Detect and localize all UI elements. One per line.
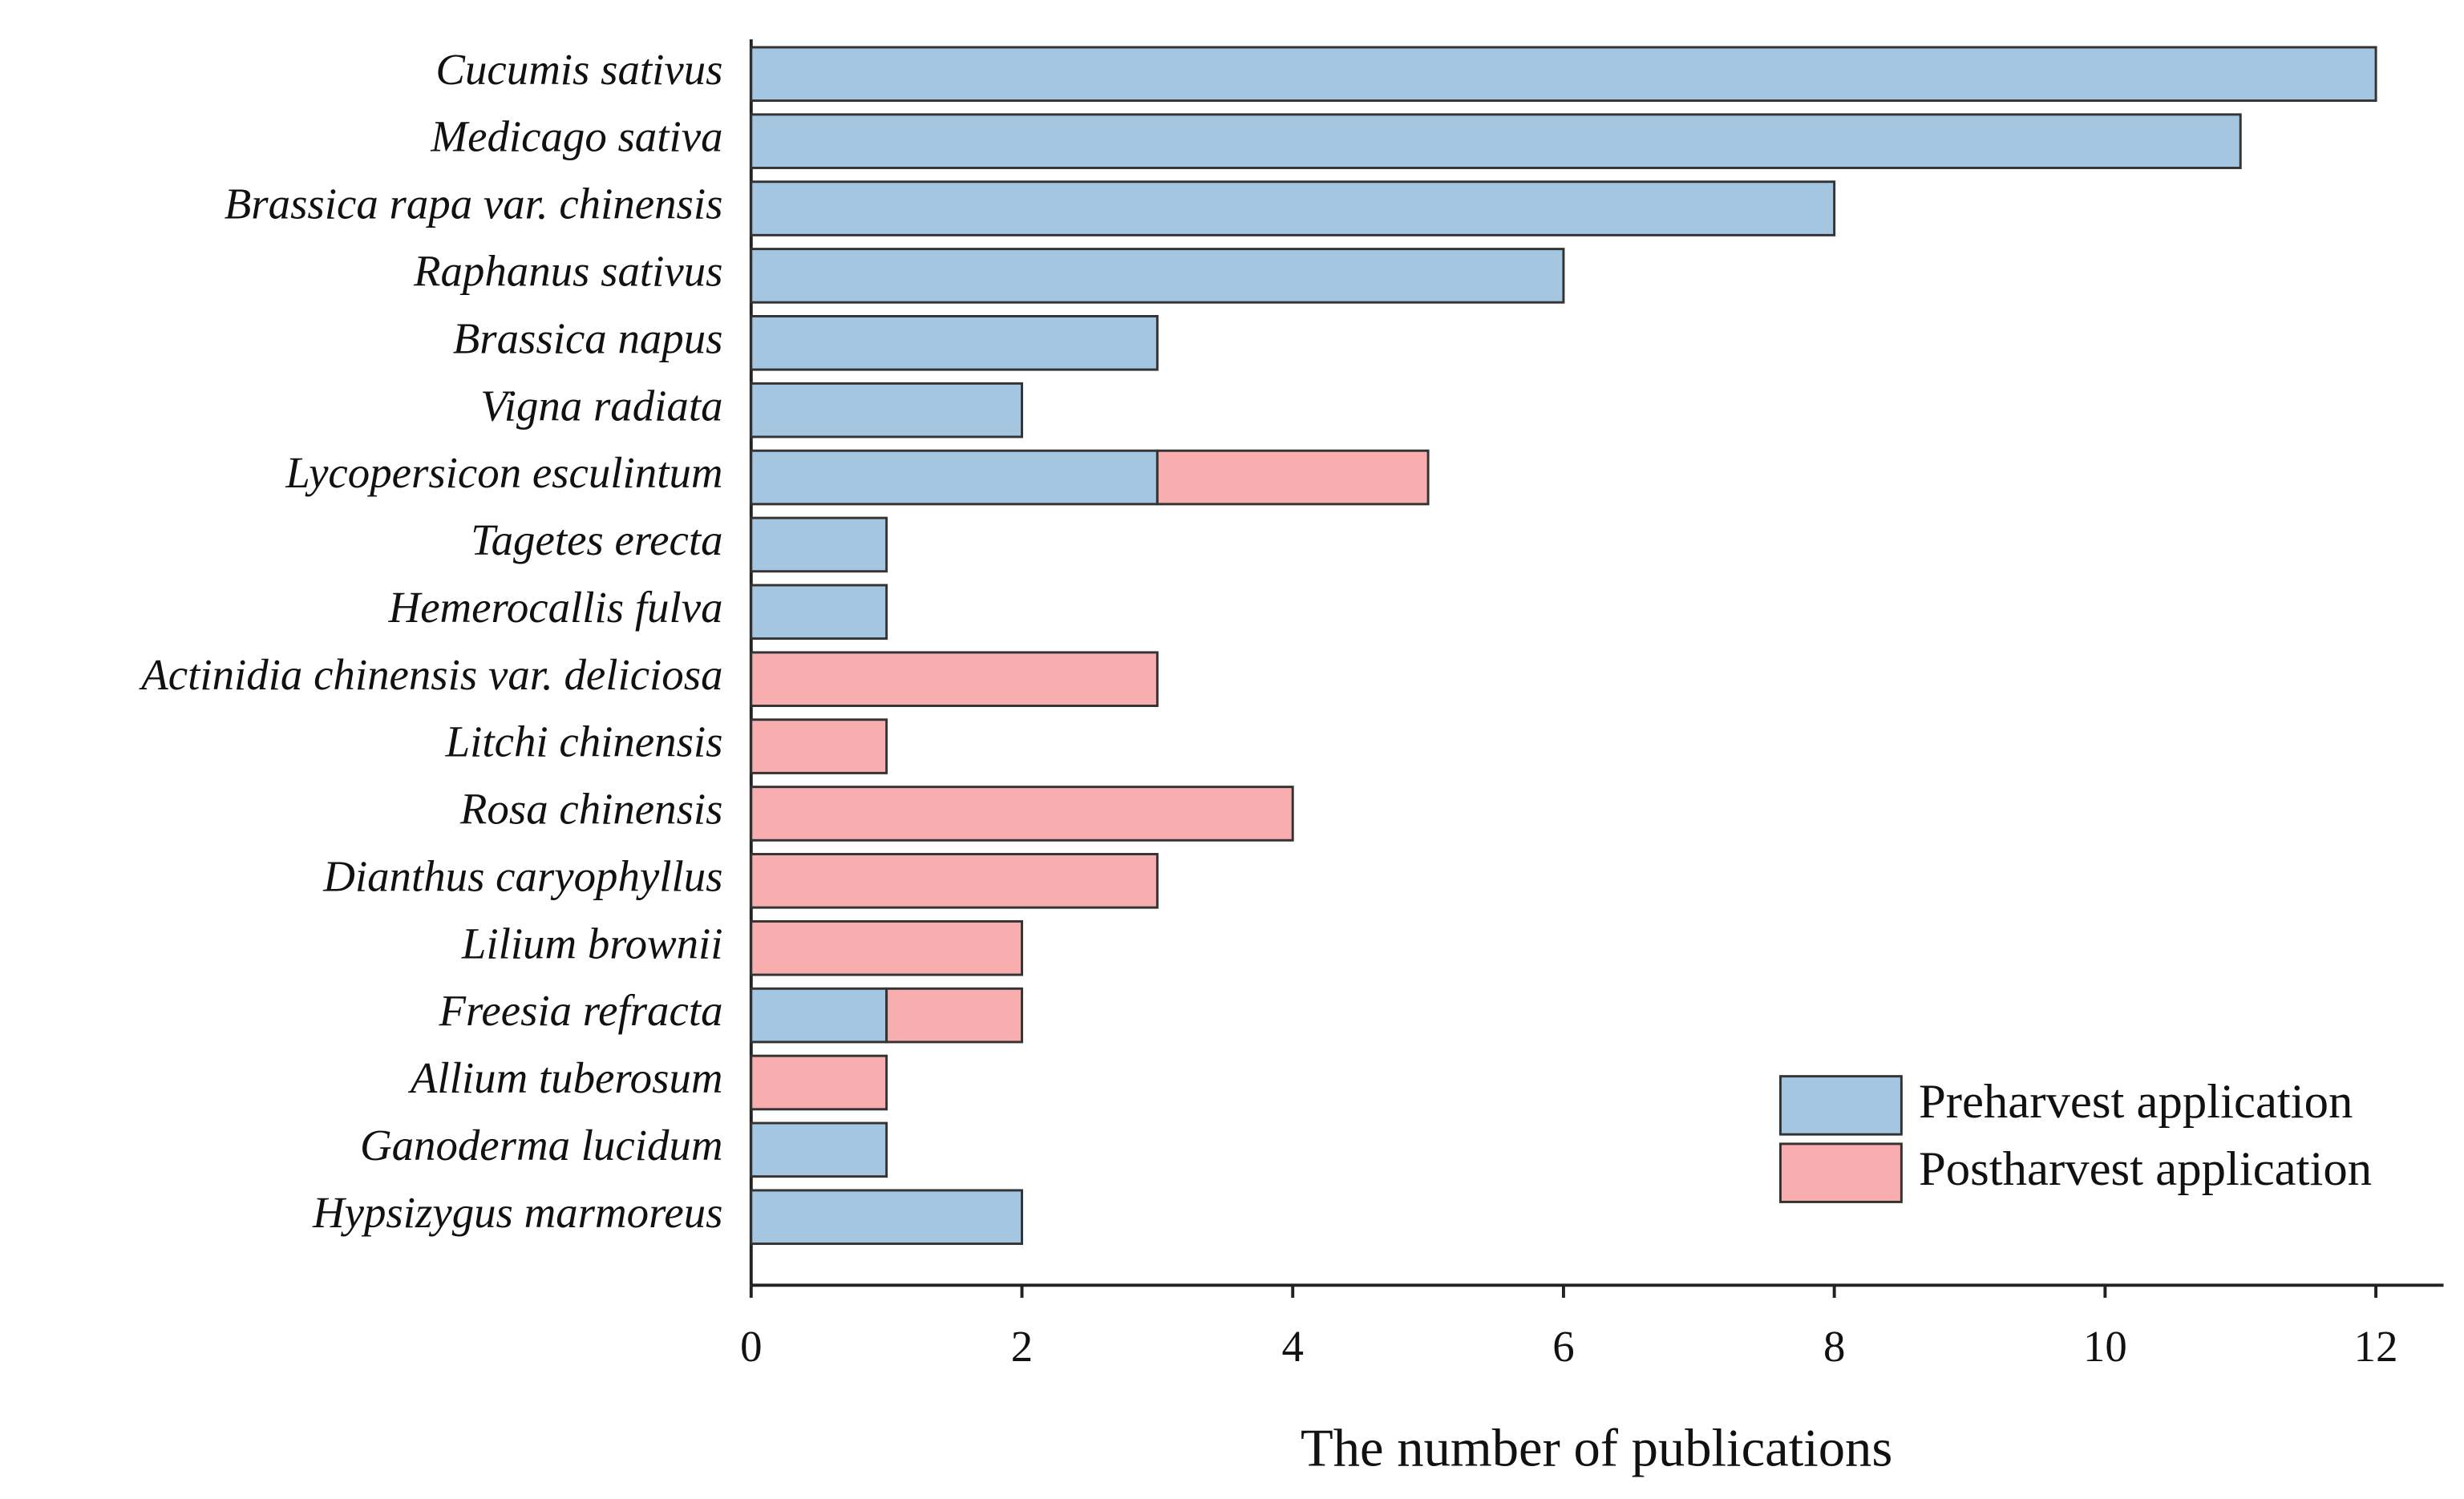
x-tick-label: 2 — [1011, 1322, 1033, 1371]
bar — [750, 853, 1159, 909]
y-tick-label: Actinidia chinensis var. deliciosa — [139, 650, 722, 699]
y-tick-label: Raphanus sativus — [413, 247, 723, 296]
bar — [750, 113, 2242, 169]
x-tick-label: 10 — [2083, 1322, 2127, 1371]
y-tick-label: Hemerocallis fulva — [388, 583, 723, 632]
bar — [750, 1054, 888, 1111]
legend-swatch — [1779, 1075, 1903, 1136]
bar — [750, 382, 1023, 438]
y-tick-label: Lilium brownii — [461, 919, 723, 968]
bar — [750, 718, 888, 774]
y-tick-label: Lycopersicon esculintum — [285, 448, 722, 497]
x-tick-label: 6 — [1552, 1322, 1574, 1371]
bar — [750, 987, 888, 1044]
y-tick-label: Vigna radiata — [480, 381, 722, 430]
y-tick-label: Brassica napus — [453, 313, 723, 362]
y-tick-label: Ganoderma lucidum — [360, 1121, 723, 1170]
bar — [750, 449, 1159, 506]
bar — [750, 180, 1836, 236]
y-tick-label: Freesia refracta — [439, 986, 723, 1035]
y-tick-label: Medicago sativa — [430, 112, 722, 161]
x-tick-label: 12 — [2354, 1322, 2398, 1371]
y-tick-label: Litchi chinensis — [445, 717, 723, 766]
bar — [1155, 449, 1430, 506]
bar — [750, 919, 1023, 976]
y-tick-label: Hypsizygus marmoreus — [312, 1188, 723, 1237]
y-tick-label: Allium tuberosum — [408, 1053, 723, 1102]
y-tick-label: Brassica rapa var. chinensis — [225, 180, 723, 228]
bar — [750, 651, 1159, 707]
y-tick-label: Dianthus caryophyllus — [322, 851, 722, 900]
bar — [750, 516, 888, 573]
bar — [750, 786, 1294, 842]
y-tick-label: Rosa chinensis — [459, 785, 723, 834]
x-tick-label: 4 — [1282, 1322, 1304, 1371]
x-axis-title: The number of publications — [1301, 1419, 1892, 1477]
legend-swatch — [1779, 1142, 1903, 1203]
bar — [750, 315, 1159, 371]
bar — [750, 1189, 1023, 1246]
bar — [885, 987, 1023, 1044]
y-tick-label: Tagetes erecta — [471, 515, 722, 564]
bar — [750, 584, 888, 640]
bar — [750, 46, 2377, 103]
y-tick-label: Cucumis sativus — [435, 45, 722, 94]
legend-label: Preharvest application — [1919, 1075, 2353, 1129]
legend-label: Postharvest application — [1919, 1142, 2372, 1196]
x-tick-label: 8 — [1823, 1322, 1845, 1371]
bar — [750, 248, 1565, 304]
x-tick-label: 0 — [740, 1322, 762, 1371]
bar — [750, 1121, 888, 1178]
